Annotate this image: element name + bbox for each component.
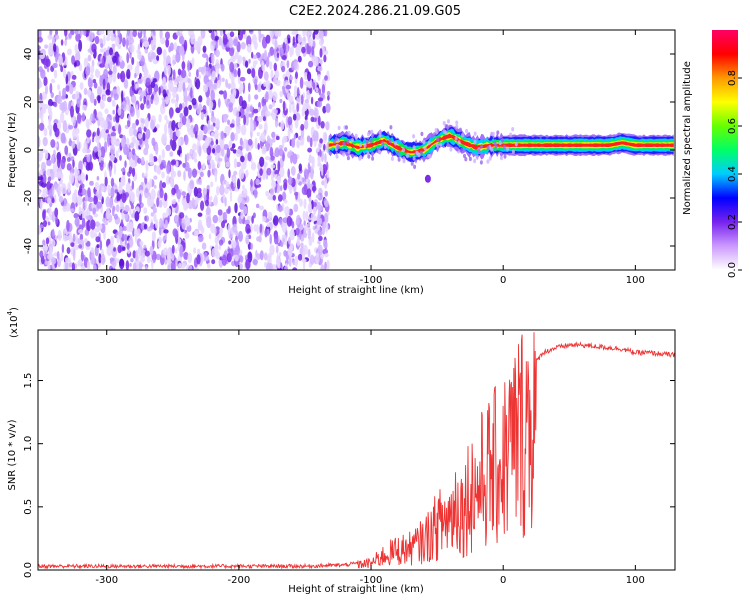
y-tick-label: -20 <box>23 190 34 206</box>
x-tick-label: -100 <box>360 275 383 286</box>
colorbar: 0.0 0.2 0.4 0.6 0.8 Normalized spectral ampl… <box>682 30 742 278</box>
colorbar-tick-label: 0.0 <box>727 262 738 278</box>
x-tick-label: -300 <box>95 275 118 286</box>
y-tick-label: -40 <box>23 238 34 254</box>
x-tick-label: -300 <box>95 575 118 586</box>
snr-frame <box>37 329 676 571</box>
snr-xlabel: Height of straight line (km) <box>288 584 424 595</box>
heatmap-ridge <box>328 119 674 183</box>
x-tick-label: -100 <box>360 575 383 586</box>
svg-text:(x104): (x104) <box>6 307 20 338</box>
x-tick-label: 100 <box>626 275 645 286</box>
colorbar-tick-label: 0.2 <box>727 214 738 230</box>
x-tick-label: -200 <box>228 275 251 286</box>
y-tick-label: 20 <box>23 96 34 109</box>
y-tick-label: 0.5 <box>23 499 34 515</box>
x-tick-label: 0 <box>500 275 506 286</box>
snr-multiplier-base: (x10 <box>9 315 20 338</box>
colorbar-tick-label: 0.4 <box>727 166 738 182</box>
colorbar-tick-label: 0.6 <box>727 118 738 134</box>
spectrogram-ylabel: Frequency (Hz) <box>7 112 18 188</box>
heatmap-noise-region <box>38 30 331 270</box>
y-tick-label: 1.5 <box>23 373 34 389</box>
snr-multiplier-close: ) <box>9 307 20 311</box>
spectrogram-xlabel: Height of straight line (km) <box>288 285 424 296</box>
snr-series-line <box>38 332 675 570</box>
snr-ylabel: SNR (10 * v/v) <box>7 419 18 490</box>
x-tick-label: 0 <box>500 575 506 586</box>
snr-axes: -300 -200 -100 0 100 0.0 0.5 1.0 1.5 <box>23 330 675 586</box>
colorbar-ticks: 0.0 0.2 0.4 0.6 0.8 <box>727 70 742 278</box>
y-tick-label: 0.0 <box>23 562 34 578</box>
snr-multiplier: (x104) <box>6 307 20 338</box>
y-tick-label: 0 <box>23 147 34 153</box>
x-tick-label: -200 <box>228 575 251 586</box>
colorbar-tick-label: 0.8 <box>727 70 738 86</box>
figure-title: C2E2.2024.286.21.09.G05 <box>289 4 461 19</box>
y-tick-label: 40 <box>23 48 34 61</box>
snr-multiplier-exp: 4 <box>6 310 14 315</box>
snr-panel: -300 -200 -100 0 100 0.0 0.5 1.0 1.5 Height of s… <box>6 307 676 595</box>
colorbar-bar <box>712 30 738 270</box>
colorbar-label: Normalized spectral amplitude <box>682 61 693 215</box>
x-tick-label: 100 <box>626 575 645 586</box>
y-tick-label: 1.0 <box>23 436 34 452</box>
